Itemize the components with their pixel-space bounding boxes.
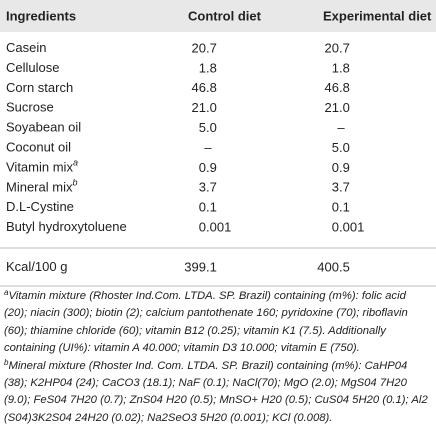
cell-value: 400.5 (317, 259, 350, 274)
row-label: Casein (6, 40, 46, 55)
cell-value: 46.8 (192, 80, 217, 95)
label-text: Cellulose (6, 60, 59, 75)
label-text: Coconut oil (6, 140, 71, 155)
row-label: D.L-Cystine (6, 200, 74, 215)
row-label: Kcal/100 g (6, 259, 67, 274)
footnote-text: Vitamin mixture (Rhoster Ind.Com. LTDA. … (4, 290, 408, 355)
header-cell: Ingredients (6, 8, 76, 23)
cell-value: 5.0 (332, 140, 350, 155)
table: Ingredients Control diet Experimental di… (0, 0, 436, 287)
cell-value: 0.1 (332, 200, 350, 215)
cell-value: 0.001 (199, 220, 232, 235)
cell-value: 20.7 (325, 40, 350, 55)
cell-value: – (204, 140, 212, 155)
label-text: D.L-Cystine (6, 200, 74, 215)
cell-value: 46.8 (325, 80, 350, 95)
cell-value: 3.7 (199, 180, 217, 195)
cell-value: 1.8 (199, 60, 217, 75)
superscript: b (72, 178, 77, 188)
cell-value: 5.0 (199, 120, 217, 135)
row-label: Cellulose (6, 60, 59, 75)
header-background (0, 0, 436, 32)
footnotes: aVitamin mixture (Rhoster Ind.Com. LTDA.… (4, 288, 432, 427)
cell-value: 3.7 (332, 180, 350, 195)
cell-value: – (337, 120, 345, 135)
label-text: Kcal/100 g (6, 259, 67, 274)
label-text: Mineral mix (6, 180, 73, 195)
cell-value: 0.1 (199, 200, 217, 215)
row-label: Vitamin mixa (6, 158, 78, 175)
cell-value: 0.9 (332, 160, 350, 175)
cell-value: 1.8 (332, 60, 350, 75)
label-text: Corn starch (6, 80, 73, 95)
footnote-text: Mineral mixture (Rhoster Ind. Com. LTDA.… (4, 359, 428, 424)
cell-value: 21.0 (325, 100, 350, 115)
row-label: Sucrose (6, 100, 54, 115)
label-text: Sucrose (6, 100, 54, 115)
footnote-mark: a (4, 288, 9, 297)
label-text: Butyl hydroxytoluene (6, 220, 127, 235)
row-label: Mineral mixb (6, 178, 77, 195)
superscript: a (73, 158, 78, 168)
footnote-mark: b (4, 357, 9, 367)
header-cell: Experimental diet (323, 8, 432, 23)
row-label: Coconut oil (6, 140, 71, 155)
cell-value: 20.7 (192, 40, 217, 55)
row-label: Corn starch (6, 80, 73, 95)
cell-value: 0.001 (332, 220, 365, 235)
header-cell: Control diet (188, 8, 262, 23)
cell-value: 0.9 (199, 160, 217, 175)
row-label: Butyl hydroxytoluene (6, 220, 127, 235)
cell-value: 21.0 (192, 100, 217, 115)
footnote: bMineral mixture (Rhoster Ind. Com. LTDA… (4, 358, 432, 428)
label-text: Soyabean oil (6, 120, 81, 135)
row-label: Soyabean oil (6, 120, 81, 135)
label-text: Vitamin mix (6, 160, 73, 175)
footnote: aVitamin mixture (Rhoster Ind.Com. LTDA.… (4, 288, 432, 358)
label-text: Casein (6, 40, 46, 55)
cell-value: 399.1 (184, 259, 217, 274)
